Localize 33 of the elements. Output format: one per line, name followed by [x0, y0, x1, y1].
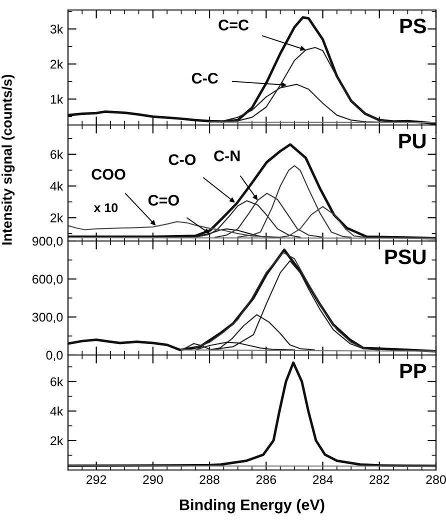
y-tick-label: 1k — [50, 94, 64, 104]
x-tick-label: 280 — [426, 475, 446, 484]
annotation: COO — [92, 168, 126, 180]
chart-title: PSU — [385, 250, 426, 264]
annotation: C=C — [218, 20, 249, 30]
x-tick-label: 284 — [312, 475, 333, 484]
annotation: C=O — [148, 194, 179, 206]
y-tick-label: 4k — [50, 406, 64, 416]
x-tick-label: 286 — [256, 475, 276, 484]
chart-title: PU — [399, 134, 426, 148]
x-tick-label: 288 — [200, 475, 220, 484]
annotation: C-N — [214, 150, 240, 162]
y-tick-label: 300,0 — [32, 312, 63, 324]
annotation: C-C — [192, 72, 218, 84]
y-tick-label: 600,0 — [32, 274, 63, 286]
annotation: C-O — [168, 154, 196, 166]
y-tick-label: 4k — [50, 181, 64, 191]
y-tick-label: 6k — [50, 377, 64, 386]
x-axis-title: Binding Energy (eV) — [180, 499, 324, 514]
x-tick-label: 292 — [86, 475, 106, 484]
x-tick-label: 290 — [143, 475, 163, 484]
annotation: x 10 — [94, 203, 118, 212]
chart-title: PS — [400, 18, 426, 34]
y-tick-label: 6k — [50, 150, 64, 159]
y-tick-label: 3k — [50, 24, 64, 34]
y-tick-label: 0,0 — [46, 350, 63, 362]
y-tick-label: 900,0 — [32, 236, 63, 248]
x-tick-label: 282 — [370, 475, 390, 484]
y-tick-label: 2k — [50, 436, 64, 446]
y-tick-label: 2k — [50, 213, 64, 222]
chart-title: PP — [400, 364, 426, 378]
y-tick-label: 2k — [50, 59, 64, 69]
y-axis-title: Intensity signal (counts/s) — [2, 74, 15, 245]
